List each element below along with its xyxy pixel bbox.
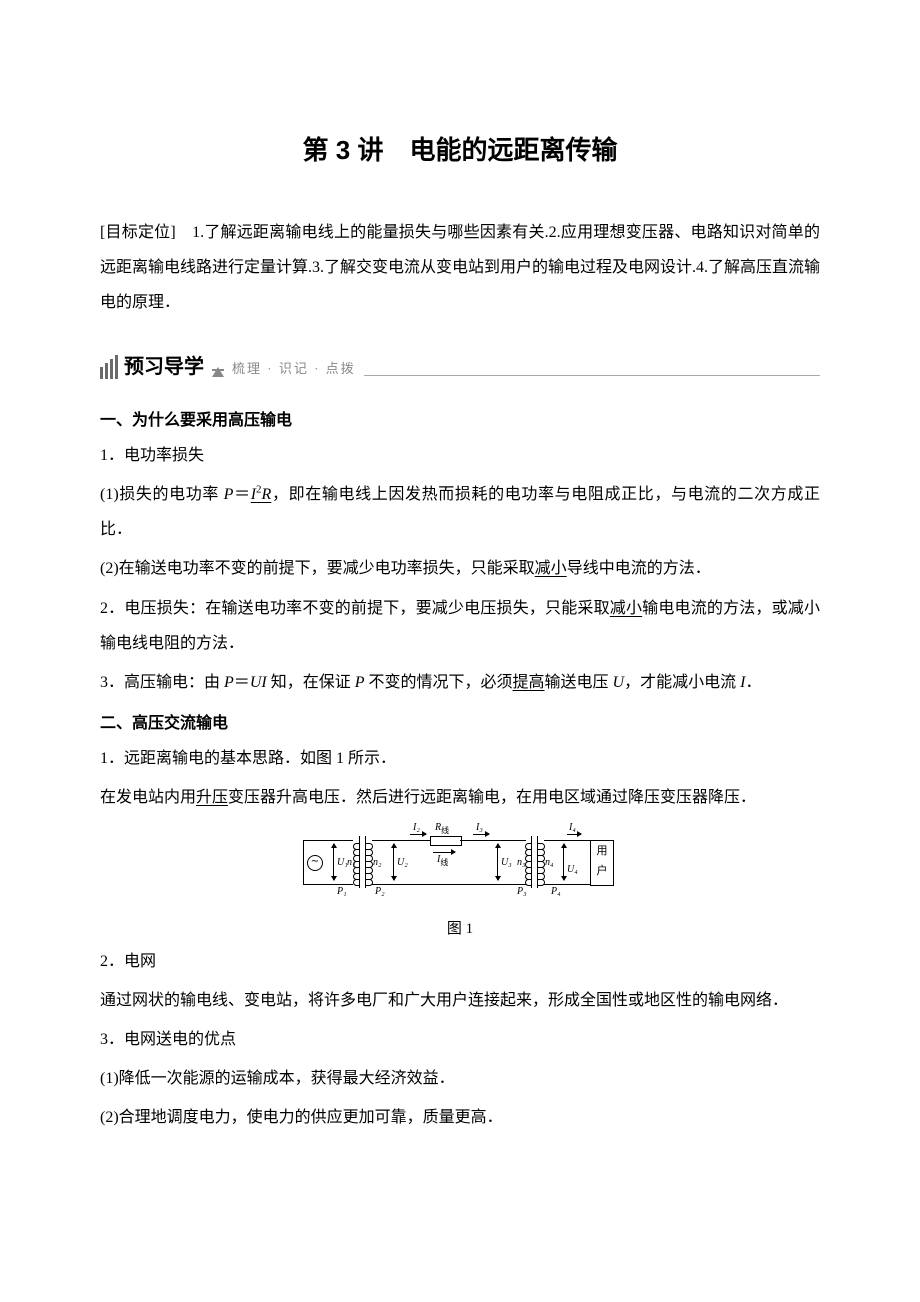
lesson-title: 第 3 讲 电能的远距离传输	[100, 130, 820, 167]
s1-p3: (2)在输送电功率不变的前提下，要减少电功率损失，只能采取减小导线中电流的方法．	[100, 551, 820, 586]
coil-n2	[366, 844, 372, 886]
coil-n3	[525, 844, 531, 886]
s1-p5a: 3．高压输电：由	[100, 674, 224, 691]
section2-heading: 二、高压交流输电	[100, 706, 820, 741]
s1-p2d: I2R	[251, 486, 272, 503]
s1-p3c: 导线中电流的方法．	[567, 560, 711, 577]
s1-p5k: ，才能减小电流	[624, 674, 740, 691]
s1-p5c: ＝	[234, 674, 250, 691]
s1-p5j: U	[613, 674, 625, 691]
bar-stripes-icon	[100, 355, 118, 379]
s1-p2: (1)损失的电功率 P＝I2R，即在输电线上因发热而损耗的电功率与电阻成正比，与…	[100, 477, 820, 547]
i3-arrow	[473, 834, 489, 835]
preview-title: 预习导学	[124, 350, 204, 379]
load-label-1: 用	[591, 841, 613, 861]
resistor-icon	[430, 836, 462, 846]
i2-label: I₂	[413, 822, 420, 833]
u4-label: U₄	[567, 864, 578, 875]
generator-icon: ∼	[307, 855, 323, 871]
s1-p5e: 知，在保证	[267, 674, 355, 691]
s1-p5b: P	[224, 674, 234, 691]
s1-p2a: (1)损失的电功率	[100, 486, 224, 503]
p4-label: P₄	[551, 886, 561, 897]
s2-p2b: 升压	[196, 789, 228, 806]
s1-p2c: ＝	[233, 486, 250, 503]
u2-arrow	[393, 844, 394, 880]
i4-arrow	[567, 834, 581, 835]
load-label-2: 户	[591, 861, 613, 881]
s1-p5m: ．	[745, 674, 761, 691]
s2-p2c: 变压器升高电压．然后进行远距离输电，在用电区域通过降压变压器降压．	[228, 789, 756, 806]
s1-p4: 2．电压损失：在输送电功率不变的前提下，要减少电压损失，只能采取减小输电电流的方…	[100, 591, 820, 661]
s2-p2: 在发电站内用升压变压器升高电压．然后进行远距离输电，在用电区域通过降压变压器降压…	[100, 780, 820, 815]
s1-p3b: 减小	[535, 560, 567, 577]
s1-p2b: P	[224, 486, 234, 503]
preview-subtitle: 梳理 · 识记 · 点拨	[232, 358, 356, 377]
s2-p6: (1)降低一次能源的运输成本，获得最大经济效益．	[100, 1061, 820, 1096]
page: 第 3 讲 电能的远距离传输 [目标定位] 1.了解远距离输电线上的能量损失与哪…	[0, 0, 920, 1302]
load-box: 用 户	[590, 840, 614, 886]
s1-p5g: 不变的情况下，必须	[365, 674, 513, 691]
s1-p5h: 提高	[513, 674, 545, 691]
n3-label: n₃	[517, 857, 525, 868]
s1-p5f: P	[355, 674, 365, 691]
s1-p5: 3．高压输电：由 P＝UI 知，在保证 P 不变的情况下，必须提高输送电压 U，…	[100, 665, 820, 700]
objective-label: [目标定位]	[100, 224, 192, 241]
p1-label: P₁	[337, 886, 347, 897]
s2-p7: (2)合理地调度电力，使电力的供应更加可靠，质量更高．	[100, 1100, 820, 1135]
bar-line	[364, 375, 820, 376]
figure1-caption: 图 1	[100, 917, 820, 938]
section1-heading: 一、为什么要采用高压输电	[100, 403, 820, 438]
s1-p5i: 输送电压	[545, 674, 613, 691]
i2-arrow	[410, 834, 426, 835]
p2-label: P₂	[375, 886, 385, 897]
circuit-svg: ∼ U₁ P₁ n₁ n₂ U₂ P₂ I₂ R线	[295, 822, 625, 908]
i4-label: I₄	[569, 822, 576, 833]
objective-paragraph: [目标定位] 1.了解远距离输电线上的能量损失与哪些因素有关.2.应用理想变压器…	[100, 215, 820, 321]
circuit-diagram: ∼ U₁ P₁ n₁ n₂ U₂ P₂ I₂ R线	[100, 822, 820, 913]
iline-arrow	[433, 852, 455, 853]
u1-arrow	[333, 844, 334, 880]
s1-p4a: 2．电压损失：在输送电功率不变的前提下，要减少电压损失，只能采取	[100, 600, 610, 617]
rline-label: R线	[435, 822, 449, 836]
n1-label: n₁	[347, 857, 355, 868]
n2-label: n₂	[373, 857, 381, 868]
s2-p2a: 在发电站内用	[100, 789, 196, 806]
preview-section-bar: 预习导学 梳理 · 识记 · 点拨	[100, 349, 820, 379]
objective-text: 1.了解远距离输电线上的能量损失与哪些因素有关.2.应用理想变压器、电路知识对简…	[100, 224, 820, 311]
triangle-icon	[212, 367, 224, 377]
s2-p3: 2．电网	[100, 944, 820, 979]
s1-p4b: 减小	[610, 600, 642, 617]
s1-p3a: (2)在输送电功率不变的前提下，要减少电功率损失，只能采取	[100, 560, 535, 577]
iline-label: I线	[437, 854, 448, 868]
s1-p1: 1．电功率损失	[100, 438, 820, 473]
s2-p5: 3．电网送电的优点	[100, 1022, 820, 1057]
s2-p4: 通过网状的输电线、变电站，将许多电厂和广大用户连接起来，形成全国性或地区性的输电…	[100, 983, 820, 1018]
u2-label: U₂	[397, 857, 408, 868]
i3-label: I₃	[476, 822, 483, 833]
u3-label: U₃	[501, 857, 512, 868]
u3-arrow	[497, 844, 498, 880]
coil-n4	[538, 844, 544, 886]
s2-p1: 1．远距离输电的基本思路．如图 1 所示．	[100, 741, 820, 776]
u4-arrow	[563, 844, 564, 880]
p3-label: P₃	[517, 886, 527, 897]
s1-p5d: UI	[250, 674, 267, 691]
n4-label: n₄	[545, 857, 553, 868]
